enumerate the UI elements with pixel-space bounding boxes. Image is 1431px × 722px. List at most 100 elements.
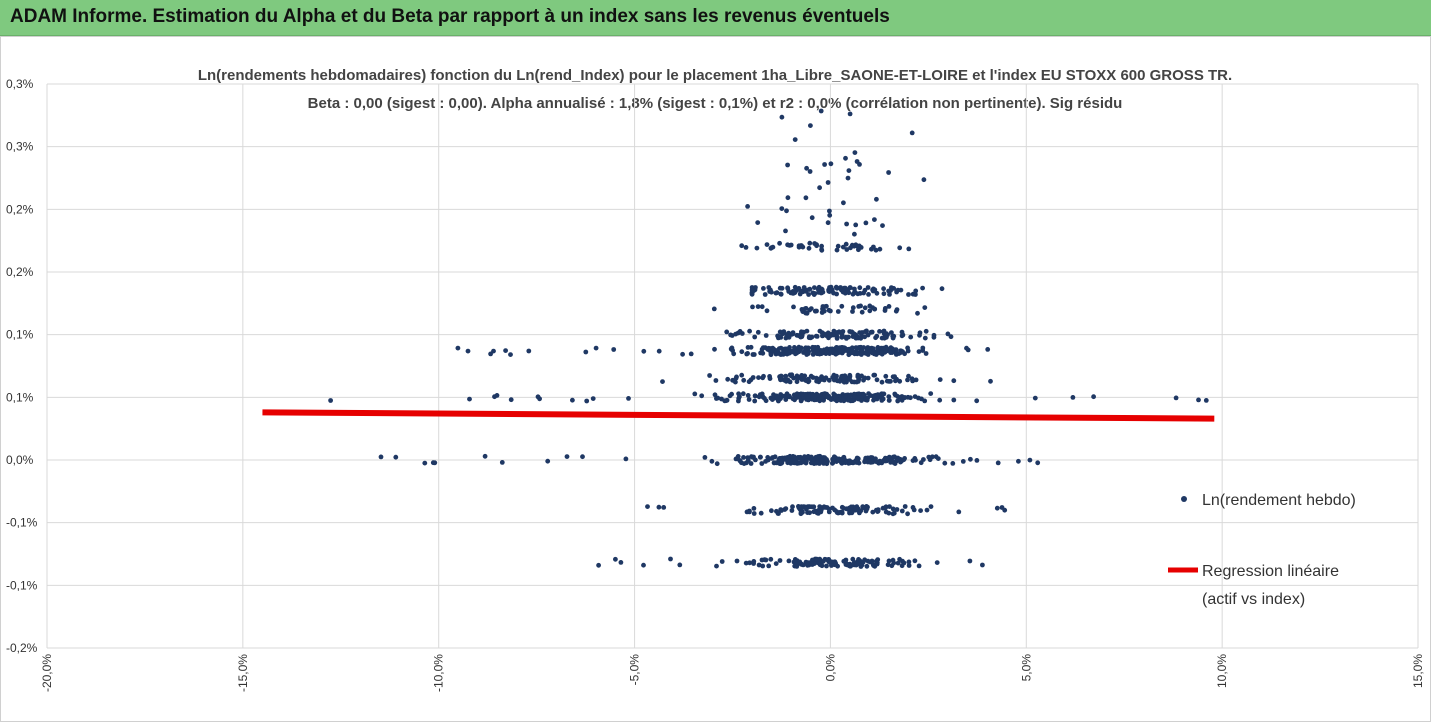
data-point xyxy=(910,458,916,463)
data-point xyxy=(844,336,849,341)
data-point xyxy=(752,334,758,340)
data-point xyxy=(790,330,796,335)
data-point xyxy=(974,458,980,463)
data-point xyxy=(800,391,806,397)
data-point xyxy=(741,455,746,460)
data-point xyxy=(745,204,750,209)
data-point xyxy=(827,332,833,338)
data-point xyxy=(881,391,887,397)
data-point xyxy=(763,333,769,338)
data-point xyxy=(861,290,866,296)
data-point xyxy=(626,396,631,401)
data-point xyxy=(746,397,752,402)
data-point xyxy=(804,458,809,464)
data-point xyxy=(917,332,922,338)
x-tick-label: -20,0% xyxy=(40,654,54,692)
data-point xyxy=(821,331,827,337)
data-point xyxy=(784,351,790,357)
data-point xyxy=(915,310,920,316)
data-point xyxy=(819,243,824,249)
data-point xyxy=(833,561,838,567)
data-point xyxy=(892,454,897,460)
data-point xyxy=(641,348,647,354)
data-point xyxy=(747,328,752,334)
data-point xyxy=(808,454,814,460)
data-point xyxy=(828,347,834,352)
data-point xyxy=(858,508,864,514)
data-point xyxy=(844,247,850,252)
data-point xyxy=(928,504,934,509)
y-tick-label: -0,1% xyxy=(6,516,38,530)
data-point xyxy=(834,373,839,379)
data-point xyxy=(328,398,333,403)
data-point xyxy=(858,564,864,569)
data-point xyxy=(880,345,886,351)
data-point xyxy=(749,287,755,293)
data-point xyxy=(759,557,765,563)
data-point xyxy=(822,304,828,309)
data-point xyxy=(760,350,766,356)
data-point xyxy=(805,560,811,565)
data-point xyxy=(465,348,471,354)
data-point xyxy=(508,397,514,403)
data-point xyxy=(786,289,792,294)
data-point xyxy=(883,509,889,515)
data-point xyxy=(828,308,833,314)
data-point xyxy=(852,150,858,155)
data-point xyxy=(641,562,646,568)
y-tick-label: 0,1% xyxy=(6,328,34,342)
data-point xyxy=(613,556,618,562)
data-point xyxy=(886,397,892,403)
data-point xyxy=(897,378,903,384)
data-point xyxy=(798,334,804,340)
data-point xyxy=(840,288,846,294)
data-point xyxy=(818,509,824,515)
data-point xyxy=(792,459,798,465)
data-point xyxy=(611,347,617,352)
data-point xyxy=(714,563,719,569)
data-point xyxy=(803,306,809,311)
data-point xyxy=(745,393,751,398)
data-point xyxy=(850,291,856,297)
data-point xyxy=(778,507,784,512)
data-point xyxy=(839,303,845,309)
data-point xyxy=(785,285,790,291)
data-point xyxy=(714,461,720,467)
data-point xyxy=(777,558,783,563)
data-point xyxy=(839,457,845,462)
report-banner: ADAM Informe. Estimation du Alpha et du … xyxy=(0,0,1431,36)
data-point xyxy=(799,373,805,378)
data-point xyxy=(757,392,763,397)
data-point xyxy=(804,352,810,357)
data-point xyxy=(825,220,831,226)
data-point xyxy=(829,563,834,568)
data-point xyxy=(748,344,754,350)
data-point xyxy=(934,560,940,565)
data-point xyxy=(822,392,828,398)
data-point xyxy=(803,288,809,294)
data-point xyxy=(751,559,757,564)
data-point xyxy=(849,345,855,351)
data-point xyxy=(859,348,865,354)
data-point xyxy=(768,352,774,358)
data-point xyxy=(846,352,852,358)
data-point xyxy=(890,506,896,512)
data-point xyxy=(833,284,839,290)
data-point xyxy=(645,504,650,509)
data-point xyxy=(945,331,951,337)
data-point xyxy=(906,246,912,252)
data-point xyxy=(432,460,438,466)
data-point xyxy=(813,333,819,339)
scatter-chart: Ln(rendements hebdomadaires) fonction du… xyxy=(0,36,1431,722)
data-point xyxy=(845,175,851,181)
data-point xyxy=(739,349,745,355)
data-point xyxy=(948,334,954,340)
data-point xyxy=(709,458,715,464)
data-point xyxy=(688,351,694,357)
x-tick-label: 10,0% xyxy=(1215,654,1229,688)
data-point xyxy=(923,328,929,334)
data-point xyxy=(889,285,894,290)
data-point xyxy=(779,460,785,466)
data-point xyxy=(737,329,743,334)
x-tick-label: 5,0% xyxy=(1019,654,1033,682)
